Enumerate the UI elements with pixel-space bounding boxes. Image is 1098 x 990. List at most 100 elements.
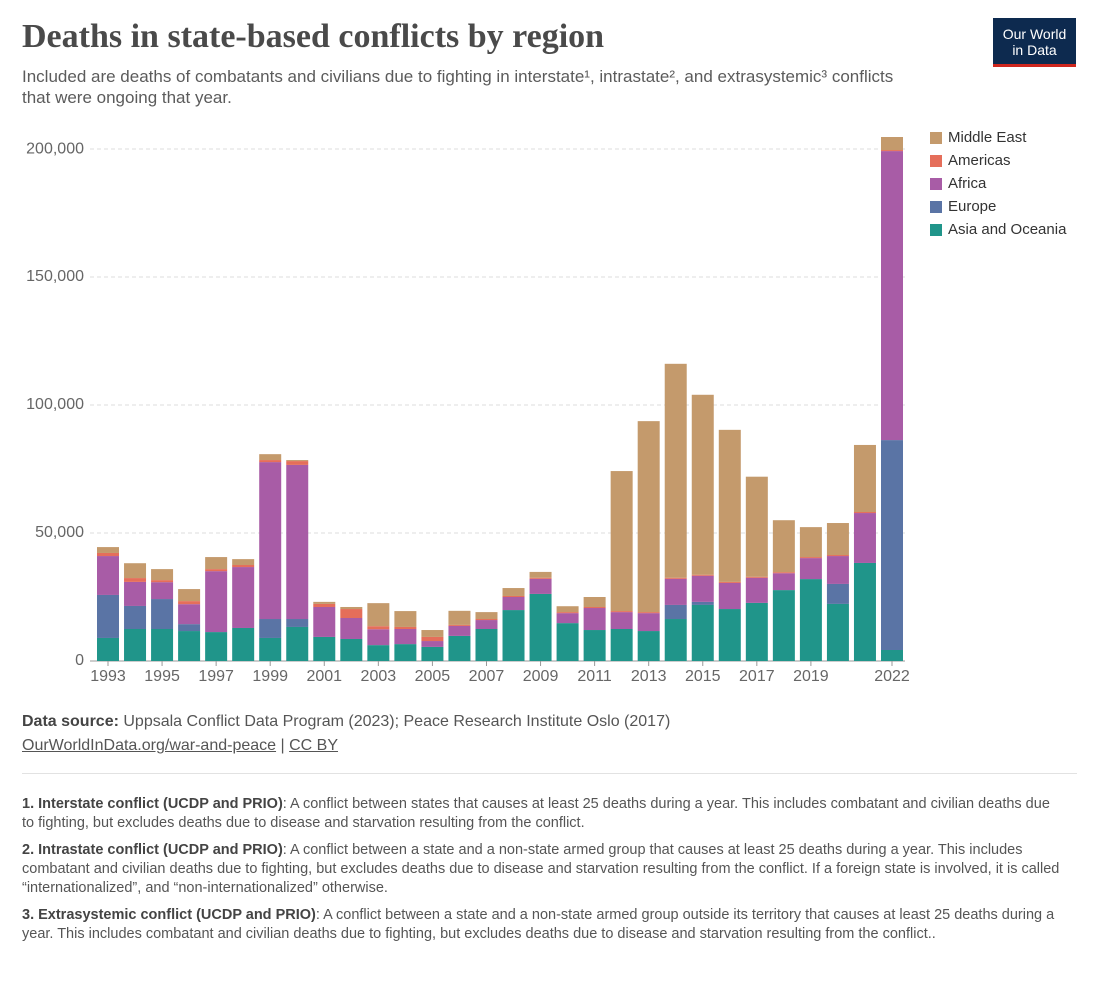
bar-segment (286, 460, 309, 462)
bar-segment (313, 601, 336, 604)
bar-segment (232, 559, 255, 566)
bar-segment (745, 476, 768, 577)
bar-segment (232, 567, 255, 628)
x-tick-label: 2007 (469, 668, 505, 685)
note-text: : A conflict between states that causes … (22, 796, 1050, 831)
bar-segment (502, 588, 525, 596)
bar-segment (178, 604, 201, 625)
bar-segment (367, 603, 390, 627)
note-term: 1. Interstate conflict (UCDP and PRIO) (22, 796, 283, 812)
bar-segment (205, 571, 228, 633)
bar-segment (664, 578, 687, 605)
bar-segment (367, 629, 390, 646)
bar-segment (178, 601, 201, 605)
bar-segment (421, 630, 444, 637)
source-text: Uppsala Conflict Data Program (2023); Pe… (123, 713, 671, 730)
bar-segment (556, 613, 579, 624)
bar-segment (826, 556, 849, 584)
bar-segment (448, 610, 471, 625)
legend-swatch (930, 224, 942, 236)
bar-segment (475, 620, 498, 630)
bar-segment (637, 421, 660, 613)
bar-segment (853, 512, 876, 514)
bar-segment (394, 626, 417, 630)
bar-segment (178, 589, 201, 602)
bar-segment (286, 626, 309, 661)
bar-segment (259, 637, 282, 661)
bar-segment (691, 575, 714, 602)
bar-segment (691, 574, 714, 576)
x-tick-label: 2013 (631, 668, 667, 685)
bar-segment (124, 563, 147, 579)
x-tick-label: 2017 (739, 668, 775, 685)
bar-segment (881, 440, 903, 650)
bar-segment (205, 632, 228, 661)
bar-segment (664, 604, 687, 620)
bar-segment (881, 151, 903, 441)
legend-swatch (930, 178, 942, 190)
bar-segment (881, 150, 903, 152)
bar-segment (340, 617, 363, 639)
bar-segment (313, 603, 336, 607)
logo-line: Our World (1002, 26, 1067, 42)
bar-segment (259, 462, 282, 620)
bar-segment (853, 444, 876, 513)
bar-segment (556, 606, 579, 613)
bar-segment (718, 609, 741, 661)
bar-segment (313, 606, 336, 637)
bar-segment (718, 429, 741, 582)
bar-segment (772, 520, 795, 573)
bar-segment (772, 572, 795, 574)
note-term: 2. Intrastate conflict (UCDP and PRIO) (22, 842, 283, 858)
bar-segment (475, 619, 498, 621)
logo[interactable]: Our World in Data (993, 18, 1076, 67)
x-tick-label: 1993 (90, 668, 126, 685)
bar-segment (97, 637, 119, 661)
bar-segment (745, 577, 768, 603)
bar-segment (583, 606, 606, 609)
bar-segment (691, 394, 714, 575)
bar-segment (502, 610, 525, 661)
license-link[interactable]: CC BY (289, 737, 339, 754)
bar-segment (286, 461, 309, 465)
bar-segment (610, 471, 633, 612)
bar-segment (124, 629, 147, 661)
bar-segment (826, 583, 849, 604)
note: 2. Intrastate conflict (UCDP and PRIO): … (22, 841, 1062, 898)
source: Data source: Uppsala Conflict Data Progr… (22, 710, 670, 758)
bar-segment (637, 613, 660, 632)
bar-segment (502, 595, 525, 598)
bar-segment (610, 611, 633, 613)
note-term: 3. Extrasystemic conflict (UCDP and PRIO… (22, 907, 316, 923)
legend-swatch (930, 201, 942, 213)
bar-segment (691, 604, 714, 661)
bar-segment (583, 597, 606, 607)
x-tick-label: 1999 (252, 668, 288, 685)
bar-segment (232, 565, 255, 568)
x-tick-label: 2019 (793, 668, 829, 685)
source-link[interactable]: OurWorldInData.org/war-and-peace (22, 737, 277, 754)
bar-segment (529, 593, 552, 661)
bar-segment (97, 547, 119, 553)
bar-segment (421, 636, 444, 642)
bar-segment (826, 523, 849, 556)
bar-segment (475, 612, 498, 620)
bar-segment (367, 645, 390, 661)
bar-segment (340, 609, 363, 618)
bar-segment (394, 629, 417, 645)
logo-line: in Data (1012, 42, 1057, 58)
x-tick-label: 2022 (874, 668, 910, 685)
bar-segment (637, 631, 660, 661)
bar-segment (394, 644, 417, 661)
bar-segment (151, 582, 174, 600)
bar-segment (367, 626, 390, 630)
y-tick-label: 50,000 (35, 524, 84, 541)
bar-segment (691, 601, 714, 605)
bar-segment (718, 581, 741, 583)
bar-segment (881, 649, 903, 661)
bar-segment (151, 569, 174, 581)
bar-segment (97, 556, 119, 595)
bar-segment (232, 627, 255, 661)
bar-segment (286, 619, 309, 627)
bar-segment (826, 603, 849, 661)
